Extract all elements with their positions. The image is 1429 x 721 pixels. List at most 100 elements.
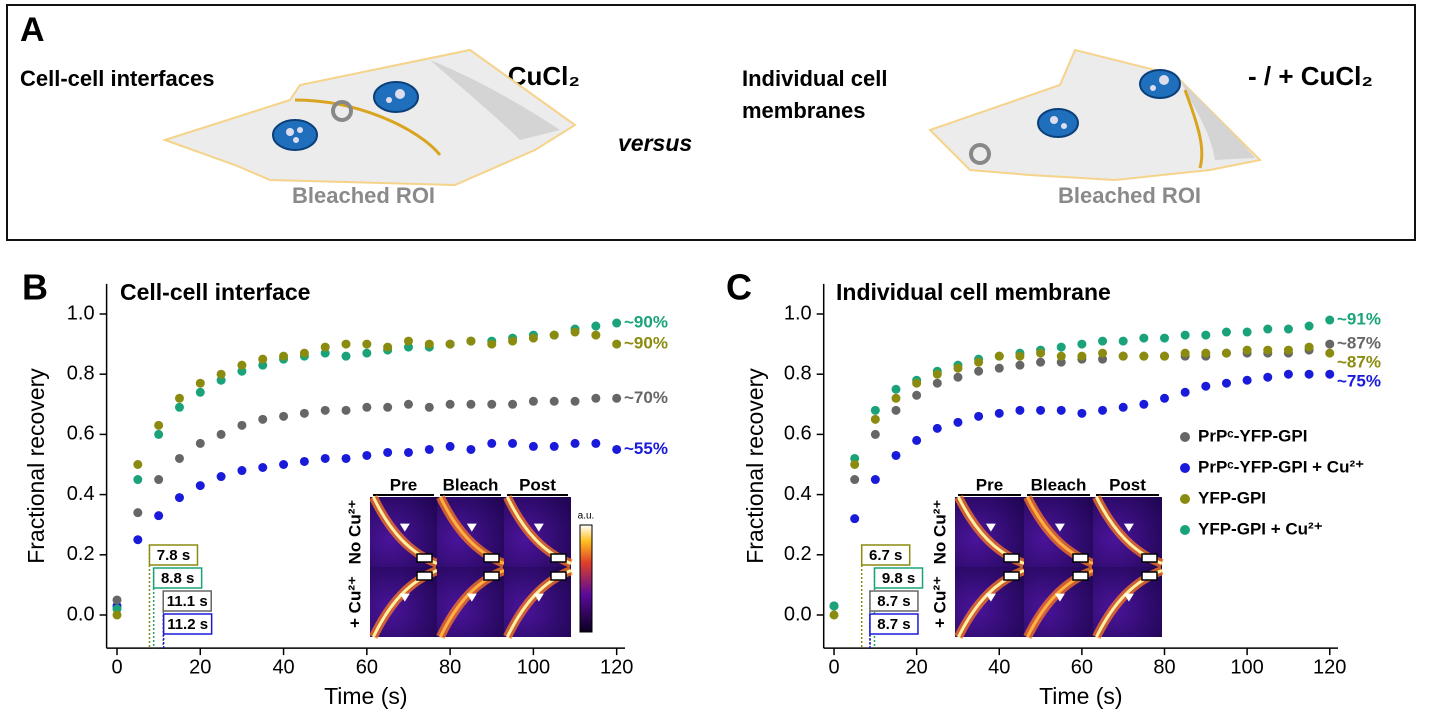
data-point bbox=[1118, 402, 1128, 412]
data-point bbox=[299, 456, 309, 466]
data-point bbox=[1304, 342, 1314, 352]
panel-label: B bbox=[22, 267, 48, 308]
data-point bbox=[1118, 336, 1128, 346]
scale-bar bbox=[1003, 553, 1020, 563]
data-point bbox=[953, 363, 963, 373]
data-point bbox=[850, 475, 860, 485]
inset-column-label: Pre bbox=[976, 475, 1003, 494]
data-point bbox=[1036, 405, 1046, 415]
legend-label: YFP-GPI bbox=[1198, 488, 1266, 507]
data-point bbox=[1201, 381, 1211, 391]
scale-bar bbox=[550, 571, 567, 581]
scale-bar bbox=[1141, 553, 1158, 563]
data-point bbox=[994, 363, 1004, 373]
end-label: ~90% bbox=[624, 334, 668, 353]
data-point bbox=[612, 444, 622, 454]
data-point bbox=[362, 348, 372, 358]
arrowhead bbox=[466, 523, 477, 532]
inset-column-label: Post bbox=[1109, 475, 1146, 494]
scale-bar bbox=[550, 553, 567, 563]
data-point bbox=[1221, 348, 1231, 358]
data-point bbox=[591, 393, 601, 403]
end-label: ~55% bbox=[624, 439, 668, 458]
data-point bbox=[1325, 369, 1335, 379]
x-axis-label: Time (s) bbox=[1039, 683, 1122, 709]
data-point bbox=[1056, 405, 1066, 415]
data-point bbox=[994, 408, 1004, 418]
data-point bbox=[1118, 351, 1128, 361]
data-point bbox=[612, 393, 622, 403]
x-tick-label: 80 bbox=[439, 656, 461, 678]
data-point bbox=[466, 336, 476, 346]
data-point bbox=[1098, 348, 1108, 358]
inset-row-label: + Cu²⁺ bbox=[930, 576, 949, 628]
end-label: ~87% bbox=[1337, 353, 1381, 372]
data-point bbox=[1139, 351, 1149, 361]
arrowhead bbox=[1123, 593, 1134, 602]
end-label: ~75% bbox=[1337, 372, 1381, 391]
inset-column-label: Post bbox=[519, 475, 556, 494]
half-time-box bbox=[162, 613, 213, 635]
inset-row-label: + Cu²⁺ bbox=[345, 576, 364, 628]
data-point bbox=[445, 339, 455, 349]
data-point bbox=[112, 595, 122, 605]
scale-bar bbox=[1003, 571, 1020, 581]
data-point bbox=[508, 438, 518, 448]
data-point bbox=[1201, 348, 1211, 358]
half-time-box bbox=[869, 590, 919, 612]
chart-title: Cell-cell interface bbox=[120, 279, 310, 305]
data-point bbox=[195, 438, 205, 448]
inset-column-label: Bleach bbox=[1031, 475, 1087, 494]
data-point bbox=[174, 393, 184, 403]
legend-marker bbox=[1180, 432, 1190, 442]
x-tick-label: 120 bbox=[1313, 656, 1346, 678]
data-point bbox=[320, 453, 330, 463]
half-time-label: 8.7 s bbox=[877, 616, 910, 633]
data-point bbox=[974, 411, 984, 421]
half-time-box bbox=[860, 544, 911, 566]
data-point bbox=[383, 447, 393, 457]
data-point bbox=[1221, 327, 1231, 337]
y-tick-label: 0.0 bbox=[67, 603, 95, 625]
data-point bbox=[870, 414, 880, 424]
x-tick-label: 20 bbox=[906, 656, 928, 678]
scale-bar bbox=[483, 571, 500, 581]
data-point bbox=[1015, 360, 1025, 370]
data-point bbox=[195, 387, 205, 397]
y-tick-label: 1.0 bbox=[67, 302, 95, 324]
half-time-box bbox=[148, 544, 199, 566]
cell-illustration bbox=[161, 48, 577, 187]
data-point bbox=[174, 402, 184, 412]
x-tick-label: 120 bbox=[600, 656, 633, 678]
end-label: ~91% bbox=[1337, 310, 1381, 329]
x-tick-label: 40 bbox=[272, 656, 294, 678]
data-point bbox=[612, 339, 622, 349]
data-point bbox=[891, 393, 901, 403]
data-point bbox=[891, 384, 901, 394]
data-point bbox=[1242, 345, 1252, 355]
data-point bbox=[237, 420, 247, 430]
end-label: ~87% bbox=[1337, 334, 1381, 353]
data-point bbox=[237, 360, 247, 370]
data-point bbox=[528, 396, 538, 406]
panel-a-left-title: Cell-cell interfaces bbox=[20, 66, 214, 91]
cell-illustration bbox=[928, 48, 1263, 182]
data-point bbox=[466, 399, 476, 409]
half-time-label: 11.1 s bbox=[167, 593, 208, 610]
x-tick-label: 40 bbox=[988, 656, 1010, 678]
data-point bbox=[1056, 351, 1066, 361]
data-point bbox=[466, 444, 476, 454]
data-point bbox=[299, 408, 309, 418]
half-time-box bbox=[152, 567, 203, 589]
data-point bbox=[133, 535, 143, 545]
data-point bbox=[1263, 372, 1273, 382]
half-time-label: 6.7 s bbox=[869, 547, 902, 564]
y-tick-label: 0.8 bbox=[67, 362, 95, 384]
colorbar-label: a.u. bbox=[578, 511, 595, 522]
data-point bbox=[403, 399, 413, 409]
data-point bbox=[850, 514, 860, 524]
data-point bbox=[195, 378, 205, 388]
data-point bbox=[1180, 330, 1190, 340]
arrowhead bbox=[533, 523, 544, 532]
x-tick-label: 100 bbox=[517, 656, 550, 678]
